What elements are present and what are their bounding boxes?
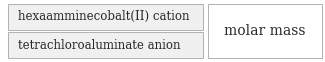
Bar xyxy=(8,32,203,58)
Bar xyxy=(208,4,322,58)
Bar xyxy=(8,4,203,30)
Text: molar mass: molar mass xyxy=(224,24,306,38)
Text: hexaamminecobalt(II) cation: hexaamminecobalt(II) cation xyxy=(18,10,189,23)
Text: tetrachloroaluminate anion: tetrachloroaluminate anion xyxy=(18,39,180,52)
